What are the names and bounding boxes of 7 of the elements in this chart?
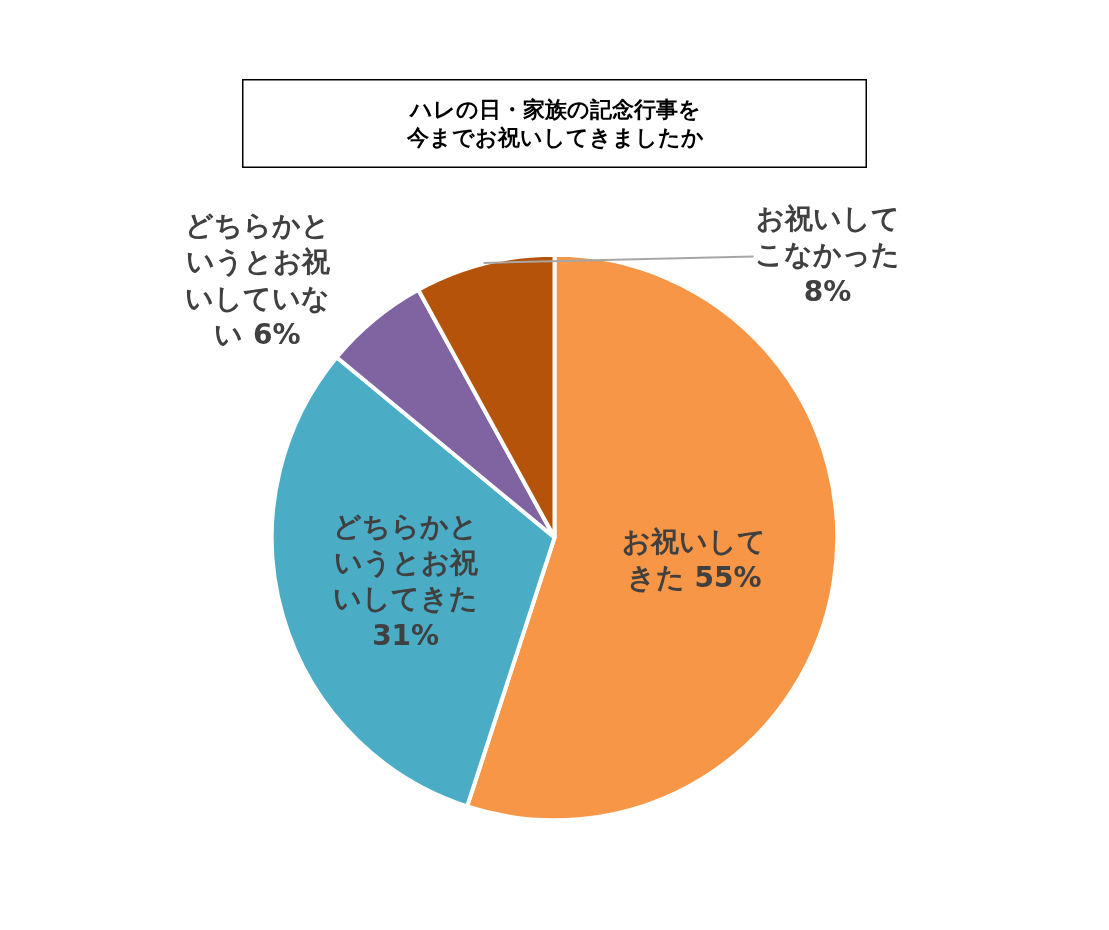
chart-title: ハレの日・家族の記念行事を今までお祝いしてきましたか bbox=[405, 96, 704, 151]
data-label: 8% bbox=[803, 274, 852, 308]
slice-label: どちらかというとお祝いしていない 6% bbox=[185, 209, 331, 352]
data-label: 31% bbox=[372, 618, 440, 652]
slice-label: お祝いしてこなかった bbox=[755, 202, 900, 272]
slice-label: お祝いしてきた 55% bbox=[622, 524, 767, 595]
slice-label: どちらかというとお祝いしてきた bbox=[333, 509, 479, 616]
